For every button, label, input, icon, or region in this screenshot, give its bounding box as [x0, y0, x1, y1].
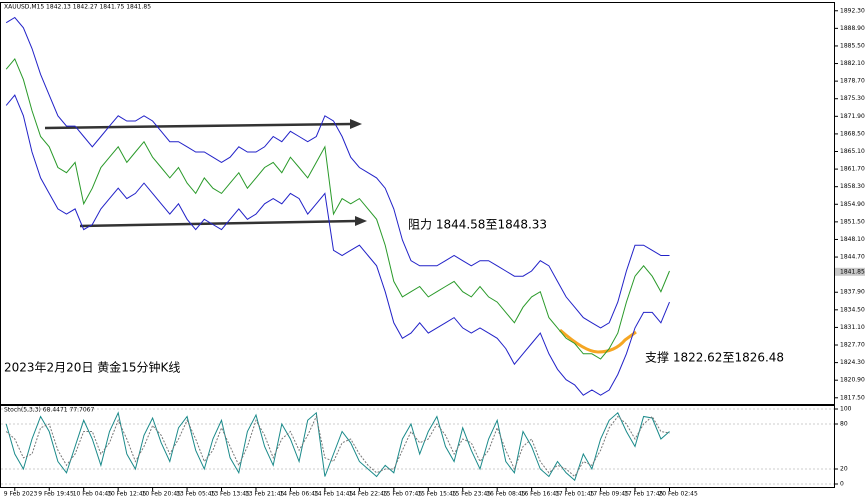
y-tick-label: 1844.70: [840, 254, 865, 261]
support-label: 支撑 1822.62至1826.48: [645, 350, 784, 365]
stoch-panel-frame: [0, 405, 835, 488]
x-tick-label: 14 Feb 22:45: [348, 491, 388, 498]
y-tick-label: 1885.50: [840, 42, 865, 49]
y-tick-label: 1831.10: [840, 324, 865, 331]
x-tick-label: 15 Feb 15:45: [417, 491, 457, 498]
y-tick-label: 1858.30: [840, 183, 865, 190]
main-panel-frame: [0, 2, 835, 405]
support-arrow: [79, 219, 358, 228]
y-tick-label: 1827.70: [840, 342, 865, 349]
series-line: [5, 414, 670, 478]
y-tick-label: 1861.70: [840, 166, 865, 173]
x-tick-label: 14 Feb 06:45: [279, 491, 319, 498]
y-tick-label: 1854.90: [840, 201, 865, 208]
x-tick-label: 13 Feb 05:45: [176, 491, 216, 498]
x-tick-label: 16 Feb 08:45: [486, 491, 526, 498]
y-tick-label: 100: [840, 406, 852, 413]
series-line: [5, 411, 670, 482]
y-tick-label: 1837.90: [840, 289, 865, 296]
x-tick-label: 13 Feb 13:45: [211, 491, 251, 498]
y-tick-label: 1824.30: [840, 359, 865, 366]
x-tick-label: 10 Feb 04:45: [73, 491, 113, 498]
y-tick-label: 1892.30: [840, 7, 865, 14]
support-curve: [559, 328, 637, 354]
symbol-header: XAUUSD,M15 1842.13 1842.27 1841.75 1841.…: [4, 4, 151, 11]
x-tick-label: 9 Feb 19:45: [38, 491, 74, 498]
x-tick-label: 16 Feb 16:45: [521, 491, 561, 498]
annotation-shapes: [44, 119, 637, 354]
y-tick-label: 1851.50: [840, 218, 865, 225]
x-tick-label: 10 Feb 12:45: [107, 491, 147, 498]
y-tick-label: 0: [840, 481, 844, 488]
last-price-box: [835, 267, 865, 276]
x-tick-label: 17 Feb 17:45: [624, 491, 664, 498]
y-tick-label: 1820.90: [840, 377, 865, 384]
series-line: [5, 94, 670, 396]
x-tick-label: 17 Feb 09:45: [590, 491, 630, 498]
x-tick-label: 17 Feb 01:45: [555, 491, 595, 498]
series-line: [5, 57, 670, 360]
series-line: [5, 16, 670, 329]
x-tick-label: 9 Feb 2023: [4, 491, 38, 498]
x-tick-label: 14 Feb 14:45: [314, 491, 354, 498]
y-tick-label: 1878.70: [840, 78, 865, 85]
y-tick-label: 1865.10: [840, 148, 865, 155]
y-tick-label: 1875.30: [840, 95, 865, 102]
y-tick-label: 1817.50: [840, 394, 865, 401]
y-tick-label: 1871.90: [840, 113, 865, 120]
stoch-title: Stoch(5,3,3) 68.4471 77.7067: [4, 407, 95, 414]
chart-title: 2023年2月20日 黄金15分钟K线: [4, 360, 180, 375]
x-tick-label: 10 Feb 20:45: [142, 491, 182, 498]
y-tick-label: 1882.10: [840, 60, 865, 67]
y-tick-label: 1888.90: [840, 25, 865, 32]
y-tick-label: 20: [840, 466, 848, 473]
y-tick-label: 1848.10: [840, 236, 865, 243]
x-tick-label: 13 Feb 21:45: [245, 491, 285, 498]
last-price-label: 1841.85: [840, 268, 865, 275]
x-tick-label: 20 Feb 02:45: [658, 491, 698, 498]
x-tick-label: 15 Feb 23:45: [452, 491, 492, 498]
x-tick-label: 15 Feb 07:45: [383, 491, 423, 498]
resistance-label: 阻力 1844.58至1848.33: [408, 218, 547, 232]
y-tick-label: 80: [840, 421, 848, 428]
y-tick-label: 1868.50: [840, 130, 865, 137]
arrow-head: [355, 216, 367, 226]
resistance-arrow: [44, 122, 353, 130]
arrow-head: [350, 119, 362, 129]
y-tick-label: 1834.50: [840, 306, 865, 313]
